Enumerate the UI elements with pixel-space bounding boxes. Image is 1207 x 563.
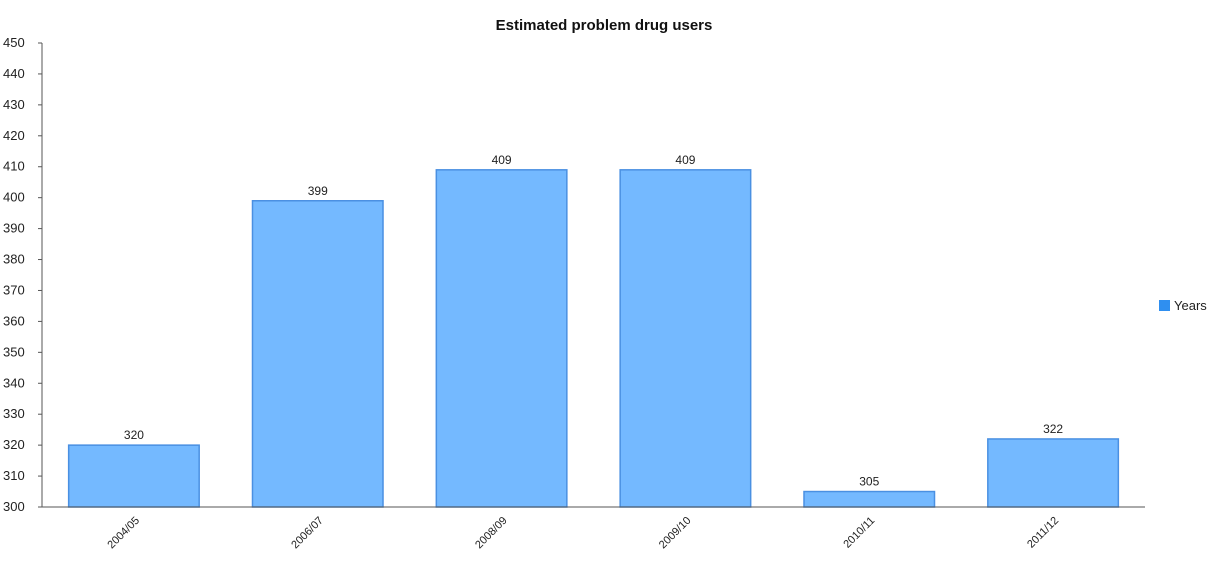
x-tick-label: 2011/12	[1025, 515, 1061, 551]
y-tick-label: 440	[3, 66, 25, 81]
y-tick-label: 380	[3, 252, 25, 267]
y-tick-label: 450	[3, 35, 25, 50]
y-tick-label: 420	[3, 128, 25, 143]
y-tick-label: 390	[3, 221, 25, 236]
bar[interactable]	[251, 200, 384, 508]
bar-value-label: 322	[1043, 422, 1063, 436]
y-tick-label: 360	[3, 313, 25, 328]
legend: Years	[1159, 298, 1207, 313]
x-tick-label: 2008/09	[473, 515, 510, 552]
data-labels: 320 399 409 409 305 322	[124, 153, 1064, 489]
legend-label: Years	[1174, 298, 1207, 313]
y-axis-ticks: 300 310 320 330 340 350 360 370 380 390 400 410 420 4…	[3, 35, 42, 514]
bar[interactable]	[435, 169, 568, 508]
y-tick-label: 410	[3, 159, 25, 174]
bar-value-label: 409	[675, 153, 695, 167]
bar[interactable]	[987, 438, 1120, 508]
y-tick-label: 400	[3, 190, 25, 205]
x-tick-label: 2010/11	[841, 515, 877, 551]
y-tick-label: 340	[3, 375, 25, 390]
legend-marker	[1159, 300, 1170, 311]
y-tick-label: 370	[3, 282, 25, 297]
x-axis-ticks: 2004/05 2006/07 2008/09 2009/10 2010/11 2011/…	[105, 515, 1061, 552]
y-tick-label: 320	[3, 437, 25, 452]
bar-value-label: 399	[308, 184, 328, 198]
y-tick-label: 310	[3, 468, 25, 483]
bar-value-label: 305	[859, 475, 879, 489]
x-tick-label: 2006/07	[289, 515, 326, 552]
chart-title: Estimated problem drug users	[496, 17, 713, 34]
y-tick-label: 300	[3, 499, 25, 514]
bar[interactable]	[619, 169, 752, 508]
x-tick-label: 2004/05	[105, 515, 142, 552]
bar[interactable]	[67, 444, 200, 508]
y-tick-label: 430	[3, 97, 25, 112]
bar-value-label: 409	[492, 153, 512, 167]
bar[interactable]	[803, 490, 936, 508]
bars	[67, 169, 1120, 508]
x-tick-label: 2009/10	[657, 515, 694, 552]
y-tick-label: 330	[3, 406, 25, 421]
bar-value-label: 320	[124, 428, 144, 442]
y-tick-label: 350	[3, 344, 25, 359]
